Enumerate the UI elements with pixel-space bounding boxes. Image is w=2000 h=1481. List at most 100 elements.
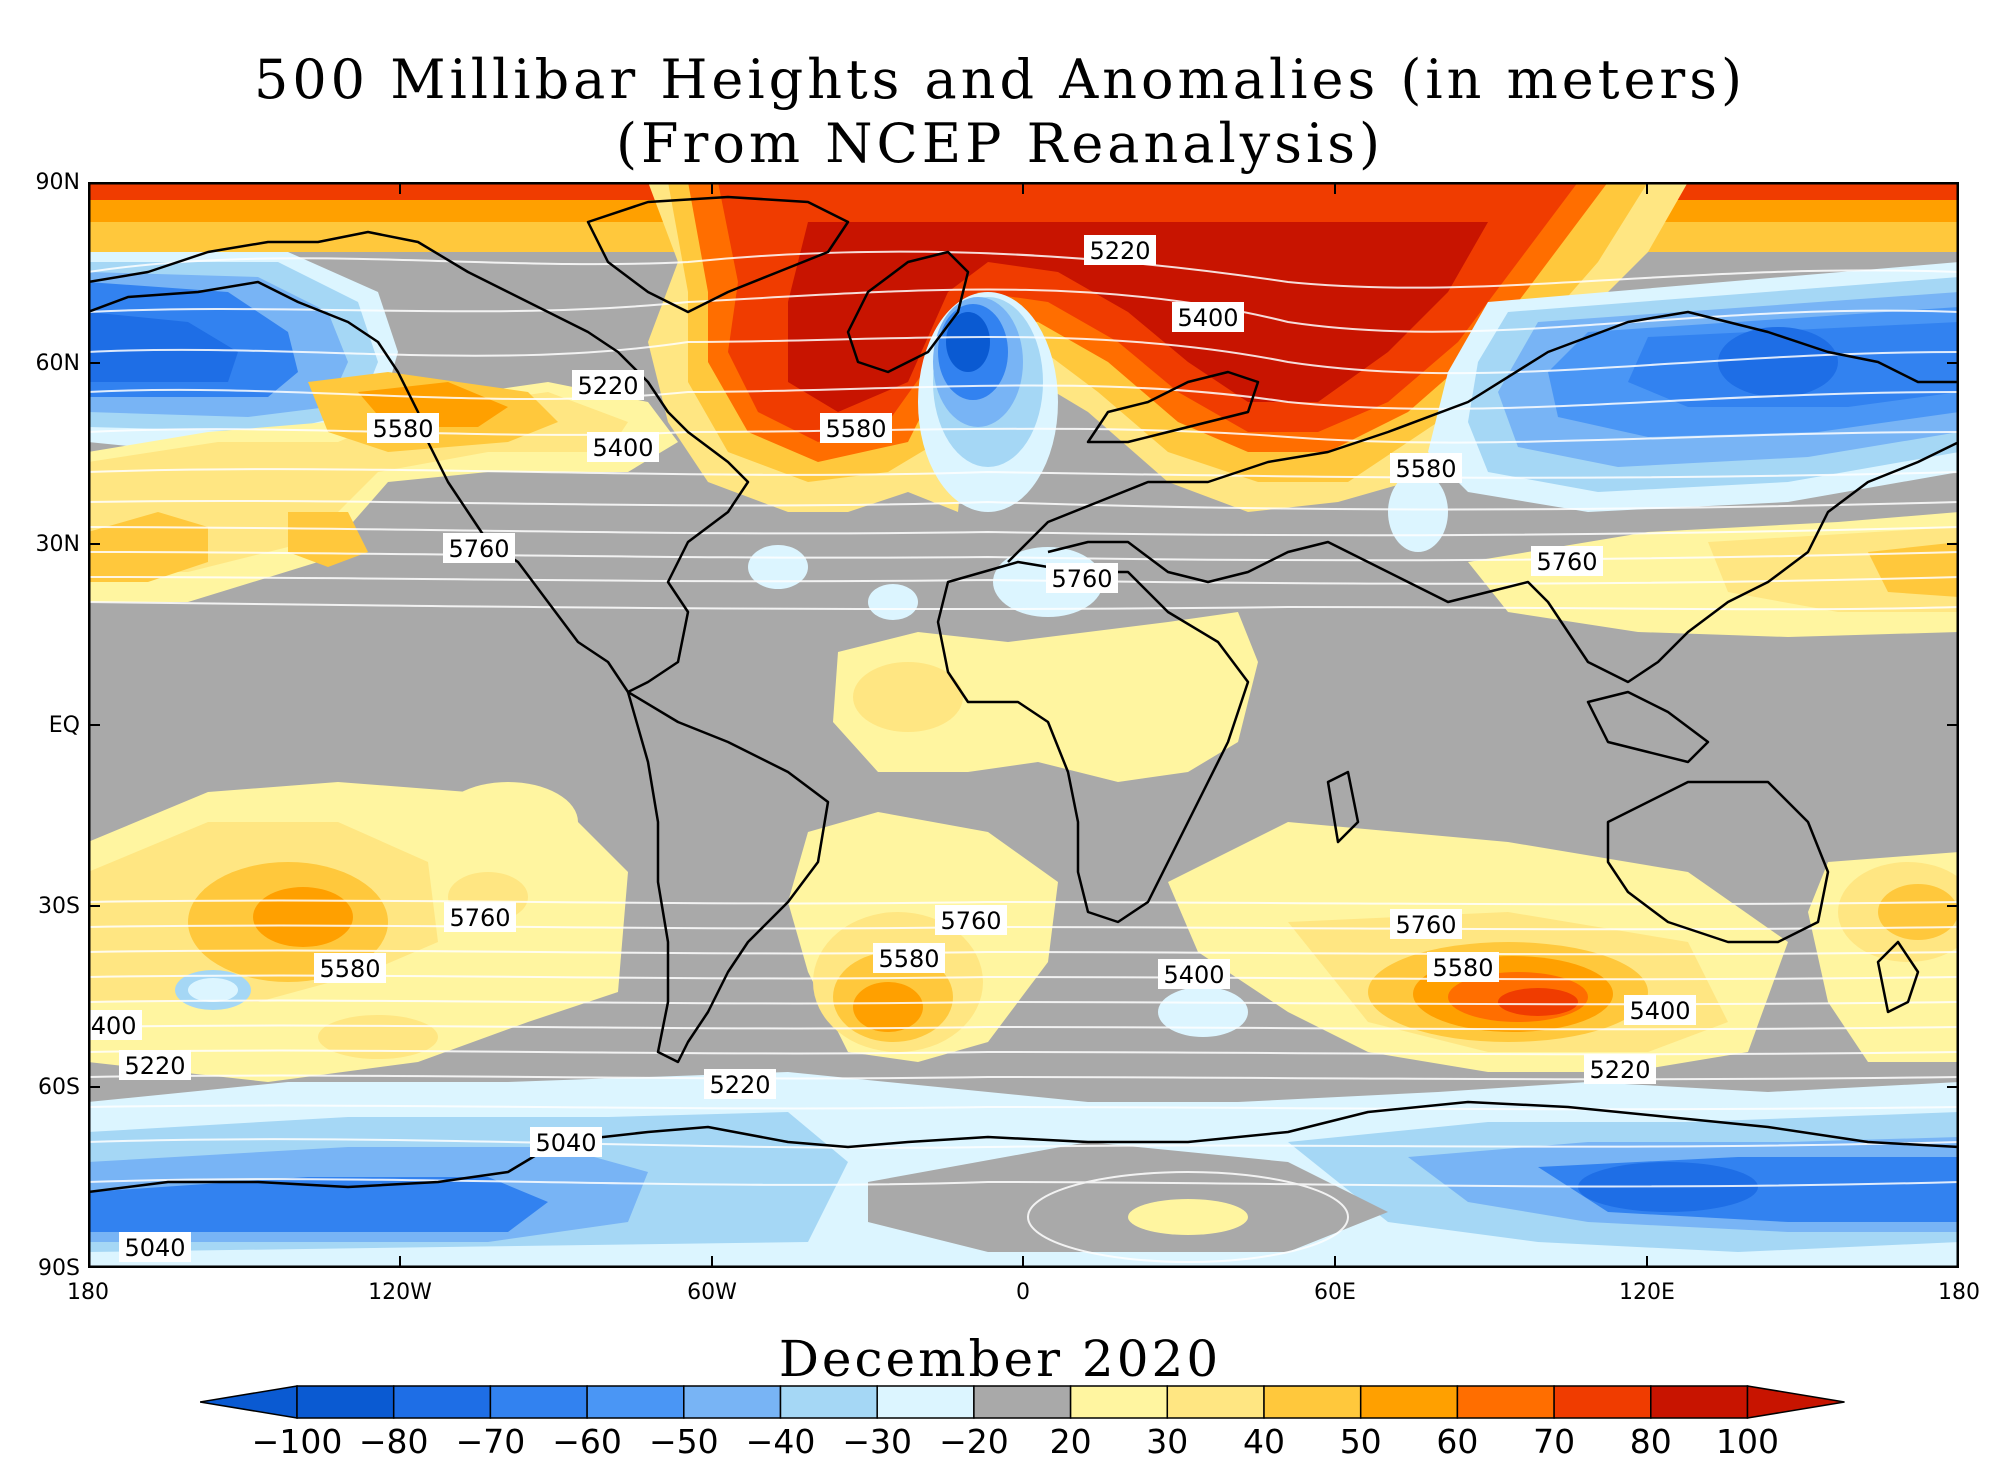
anomaly-antarctic-negative — [88, 1072, 1959, 1268]
colorbar-tick-label: 100 — [1716, 1422, 1779, 1461]
colorbar-tick-label: 80 — [1629, 1422, 1672, 1461]
svg-text:5580: 5580 — [319, 955, 380, 983]
contour-label: 5580 — [1390, 453, 1462, 483]
contour-label: 5580 — [1427, 952, 1499, 982]
lat-tick-60s: 60S — [38, 1075, 80, 1100]
colorbar-high-arrow — [1746, 1385, 1845, 1419]
colorbar-swatch — [1069, 1385, 1169, 1419]
colorbar-tick-label: −100 — [251, 1422, 343, 1461]
eurasia-coast — [1007, 310, 1959, 684]
svg-text:5760: 5760 — [1536, 548, 1597, 576]
anomaly-west-pacific-subtropical-high — [1468, 512, 1959, 637]
contour-label: 5760 — [1046, 563, 1118, 593]
contour-label: 5220 — [1084, 235, 1156, 265]
colorbar-tick-label: 50 — [1339, 1422, 1382, 1461]
svg-text:5580: 5580 — [372, 415, 433, 443]
colorbar-tick-label: 30 — [1146, 1422, 1189, 1461]
lat-tick-60n: 60N — [35, 351, 80, 376]
colorbar-tick-label: −40 — [745, 1422, 816, 1461]
svg-text:5220: 5220 — [1089, 237, 1150, 265]
colorbar-swatch — [392, 1385, 492, 1419]
colorbar-tick-label: −60 — [552, 1422, 622, 1461]
contour-label: 5400 — [587, 432, 659, 462]
contour-label: 5400 — [88, 1010, 142, 1040]
lon-tick-180e: 180 — [1938, 1280, 1980, 1305]
contour-label: 5040 — [119, 1232, 191, 1262]
lon-tick-60w: 60W — [687, 1280, 737, 1305]
maritime-continent-coast — [1586, 690, 1710, 764]
colorbar-swatch — [1650, 1385, 1749, 1419]
lon-tick-180w: 180 — [67, 1280, 109, 1305]
svg-text:5760: 5760 — [1051, 565, 1112, 593]
colorbar-swatch — [876, 1385, 975, 1419]
anomaly-east-asia-low — [1388, 262, 1959, 552]
colorbar-tick-label: 70 — [1533, 1422, 1576, 1461]
lat-tick-90n: 90N — [35, 170, 80, 195]
svg-text:5400: 5400 — [1177, 304, 1238, 332]
british-isles-coast — [846, 250, 970, 374]
new-zealand-coast — [1876, 940, 1920, 1014]
contour-label: 5220 — [704, 1069, 776, 1099]
contour-label: 5760 — [444, 902, 516, 932]
month-label: December 2020 — [778, 1330, 1222, 1388]
lat-tick-30n: 30N — [35, 532, 80, 557]
contour-label: 5400 — [1172, 302, 1244, 332]
colorbar — [200, 1385, 1845, 1419]
colorbar-swatch — [489, 1385, 588, 1419]
lon-tick-60e: 60E — [1314, 1280, 1356, 1305]
lat-tick-30s: 30S — [38, 894, 80, 919]
contour-label: 5760 — [1390, 909, 1462, 939]
contour-label: 5580 — [820, 413, 892, 443]
anomaly-tropical-africa-positive — [833, 612, 1258, 782]
svg-text:5580: 5580 — [878, 945, 939, 973]
coastlines — [88, 195, 1959, 1194]
contour-label: 5580 — [367, 413, 439, 443]
svg-text:5760: 5760 — [1395, 911, 1456, 939]
svg-text:5760: 5760 — [448, 535, 509, 563]
anomaly-south-atlantic-high — [788, 812, 1058, 1062]
madagascar-coast — [1326, 770, 1360, 844]
colorbar-swatch — [973, 1385, 1072, 1419]
colorbar-tick-label: −20 — [939, 1422, 1009, 1461]
colorbar-tick-label: −80 — [358, 1422, 429, 1461]
contour-label: 5760 — [935, 905, 1007, 935]
anomaly-western-europe-low — [918, 292, 1103, 617]
anomaly-small-negative-cells — [748, 545, 1248, 1037]
svg-text:5400: 5400 — [1163, 961, 1224, 989]
contour-label: 5760 — [443, 533, 515, 563]
contour-label: 5400 — [1158, 959, 1230, 989]
colorbar-tick-label: −30 — [842, 1422, 913, 1461]
svg-text:5400: 5400 — [1629, 997, 1690, 1025]
title-line-2: (From NCEP Reanalysis) — [615, 112, 1385, 175]
svg-text:5220: 5220 — [1589, 1056, 1650, 1084]
contour-label: 5580 — [873, 943, 945, 973]
anomaly-south-pacific-high — [88, 782, 628, 1082]
greenland-coast — [586, 195, 850, 314]
contour-label: 5220 — [572, 370, 644, 400]
south-america-coast — [626, 690, 830, 1064]
svg-text:5040: 5040 — [124, 1234, 185, 1262]
europe-scandinavia-coast — [1086, 370, 1260, 444]
contour-label: 5220 — [119, 1050, 191, 1080]
colorbar-swatch — [296, 1385, 395, 1419]
svg-text:5220: 5220 — [577, 372, 638, 400]
colorbar-swatch — [683, 1385, 782, 1419]
svg-text:5580: 5580 — [825, 415, 886, 443]
colorbar-swatch — [779, 1385, 878, 1419]
lat-tick-eq: EQ — [48, 713, 80, 738]
colorbar-swatch — [1359, 1385, 1459, 1419]
contour-label: 5760 — [1531, 546, 1603, 576]
lon-tick-120w: 120W — [368, 1280, 432, 1305]
contour-label: 5580 — [314, 953, 386, 983]
svg-text:5220: 5220 — [709, 1071, 770, 1099]
africa-coast — [936, 560, 1250, 924]
colorbar-swatch — [586, 1385, 685, 1419]
antarctica-coast — [88, 1100, 1959, 1194]
colorbar-low-arrow — [200, 1385, 298, 1419]
contour-labels: 5220 5400 5220 5580 5400 5580 5580 5760 … — [88, 235, 1696, 1262]
svg-text:5040: 5040 — [535, 1129, 596, 1157]
title-line-1: 500 Millibar Heights and Anomalies (in m… — [253, 48, 1747, 111]
svg-text:5400: 5400 — [88, 1012, 137, 1040]
contour-label: 5400 — [1624, 995, 1696, 1025]
svg-text:5580: 5580 — [1432, 954, 1493, 982]
